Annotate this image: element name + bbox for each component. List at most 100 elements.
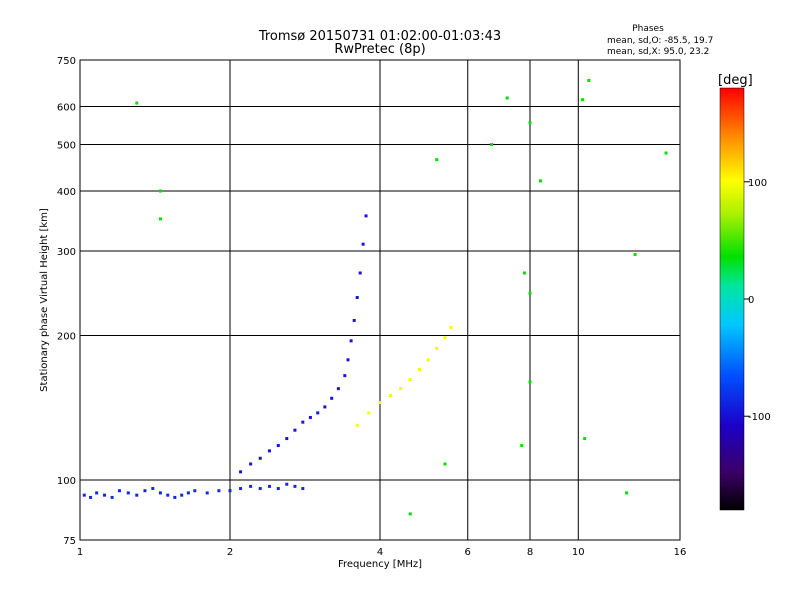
colorbar-tick-label: 0 bbox=[748, 295, 754, 306]
data-point bbox=[217, 489, 221, 493]
data-point bbox=[301, 487, 305, 491]
data-point bbox=[523, 271, 527, 275]
x-tick-label: 16 bbox=[674, 547, 687, 558]
data-point bbox=[346, 358, 350, 362]
data-point bbox=[364, 214, 368, 218]
x-tick-label: 6 bbox=[465, 547, 471, 558]
data-point bbox=[158, 491, 162, 495]
data-point bbox=[258, 487, 262, 491]
data-point bbox=[355, 296, 359, 300]
phases-heading: Phases bbox=[632, 24, 664, 34]
data-point bbox=[323, 405, 327, 409]
y-tick-label: 400 bbox=[57, 187, 76, 198]
data-point bbox=[583, 437, 587, 441]
data-point bbox=[435, 158, 439, 162]
data-point bbox=[330, 396, 334, 400]
data-point bbox=[378, 401, 382, 405]
data-point bbox=[539, 179, 543, 183]
data-point bbox=[158, 217, 162, 221]
y-tick-label: 300 bbox=[57, 247, 76, 258]
data-point bbox=[426, 358, 430, 362]
data-point bbox=[267, 449, 271, 453]
data-point bbox=[173, 495, 177, 499]
x-axis-label: Frequency [MHz] bbox=[338, 559, 422, 570]
data-point bbox=[490, 143, 494, 147]
x-tick-label: 2 bbox=[227, 547, 233, 558]
colorbar-tick-label: -100 bbox=[748, 412, 771, 423]
y-tick-label: 100 bbox=[57, 476, 76, 487]
data-point bbox=[505, 96, 509, 100]
data-point bbox=[151, 487, 155, 491]
data-point bbox=[258, 456, 262, 460]
data-point bbox=[276, 487, 280, 491]
plot-frame bbox=[79, 59, 681, 541]
data-point bbox=[408, 512, 412, 516]
data-point bbox=[110, 495, 114, 499]
phases-o-stats: mean, sd,O: -85.5, 19.7 bbox=[607, 36, 713, 46]
x-tick-label: 8 bbox=[527, 547, 533, 558]
data-point bbox=[89, 495, 93, 499]
data-point bbox=[352, 318, 356, 322]
data-point bbox=[117, 489, 121, 493]
data-point bbox=[180, 493, 184, 497]
phases-x-stats: mean, sd,X: 95.0, 23.2 bbox=[607, 47, 709, 57]
data-point bbox=[126, 491, 130, 495]
colorbar-ticks: 100 0 -100 bbox=[744, 178, 771, 423]
y-tick-label: 600 bbox=[57, 103, 76, 114]
x-tick-label: 1 bbox=[77, 547, 83, 558]
colorbar-label: [deg] bbox=[718, 73, 753, 88]
x-tick-label: 10 bbox=[572, 547, 585, 558]
data-points bbox=[82, 78, 668, 516]
x-tick-label: 4 bbox=[377, 547, 383, 558]
data-point bbox=[308, 415, 312, 419]
colorbar-tick-label: 100 bbox=[748, 178, 767, 189]
data-point bbox=[293, 484, 297, 488]
data-point bbox=[82, 493, 86, 497]
data-point bbox=[249, 484, 253, 488]
data-point bbox=[581, 98, 585, 102]
data-point bbox=[358, 271, 362, 275]
data-point bbox=[95, 491, 99, 495]
y-tick-label: 200 bbox=[57, 332, 76, 343]
y-tick-label: 500 bbox=[57, 141, 76, 152]
chart-subtitle: RwPretec (8p) bbox=[334, 42, 425, 57]
data-point bbox=[228, 489, 232, 493]
data-point bbox=[399, 387, 403, 391]
data-point bbox=[166, 493, 170, 497]
grid-layer bbox=[80, 60, 680, 540]
axis-ticks: 1 2 4 6 8 10 16 75 100 200 300 400 500 600 750 bbox=[57, 56, 686, 558]
data-point bbox=[625, 491, 629, 495]
data-point bbox=[135, 101, 139, 105]
data-point bbox=[528, 380, 532, 384]
data-point bbox=[408, 377, 412, 381]
data-point bbox=[355, 423, 359, 427]
data-point bbox=[443, 336, 447, 340]
data-point bbox=[587, 78, 591, 82]
data-point bbox=[249, 462, 253, 466]
data-point bbox=[205, 491, 209, 495]
y-axis-label: Stationary phase Virtual Height [km] bbox=[39, 208, 50, 392]
data-point bbox=[443, 462, 447, 466]
data-point bbox=[520, 444, 524, 448]
data-point bbox=[361, 242, 365, 246]
data-point bbox=[193, 489, 197, 493]
data-point bbox=[528, 291, 532, 295]
data-point bbox=[664, 151, 668, 155]
data-point bbox=[285, 437, 289, 441]
y-tick-label: 75 bbox=[63, 536, 76, 547]
data-point bbox=[186, 491, 190, 495]
data-point bbox=[135, 493, 139, 497]
y-tick-label: 750 bbox=[57, 56, 76, 67]
data-point bbox=[389, 394, 393, 398]
chart-title: Tromsø 20150731 01:02:00-01:03:43 bbox=[258, 29, 501, 44]
data-point bbox=[316, 411, 320, 415]
data-point bbox=[293, 428, 297, 432]
data-point bbox=[239, 470, 243, 474]
data-point bbox=[239, 487, 243, 491]
data-point bbox=[633, 253, 637, 257]
data-point bbox=[528, 121, 532, 125]
data-point bbox=[285, 482, 289, 486]
colorbar bbox=[719, 87, 745, 511]
